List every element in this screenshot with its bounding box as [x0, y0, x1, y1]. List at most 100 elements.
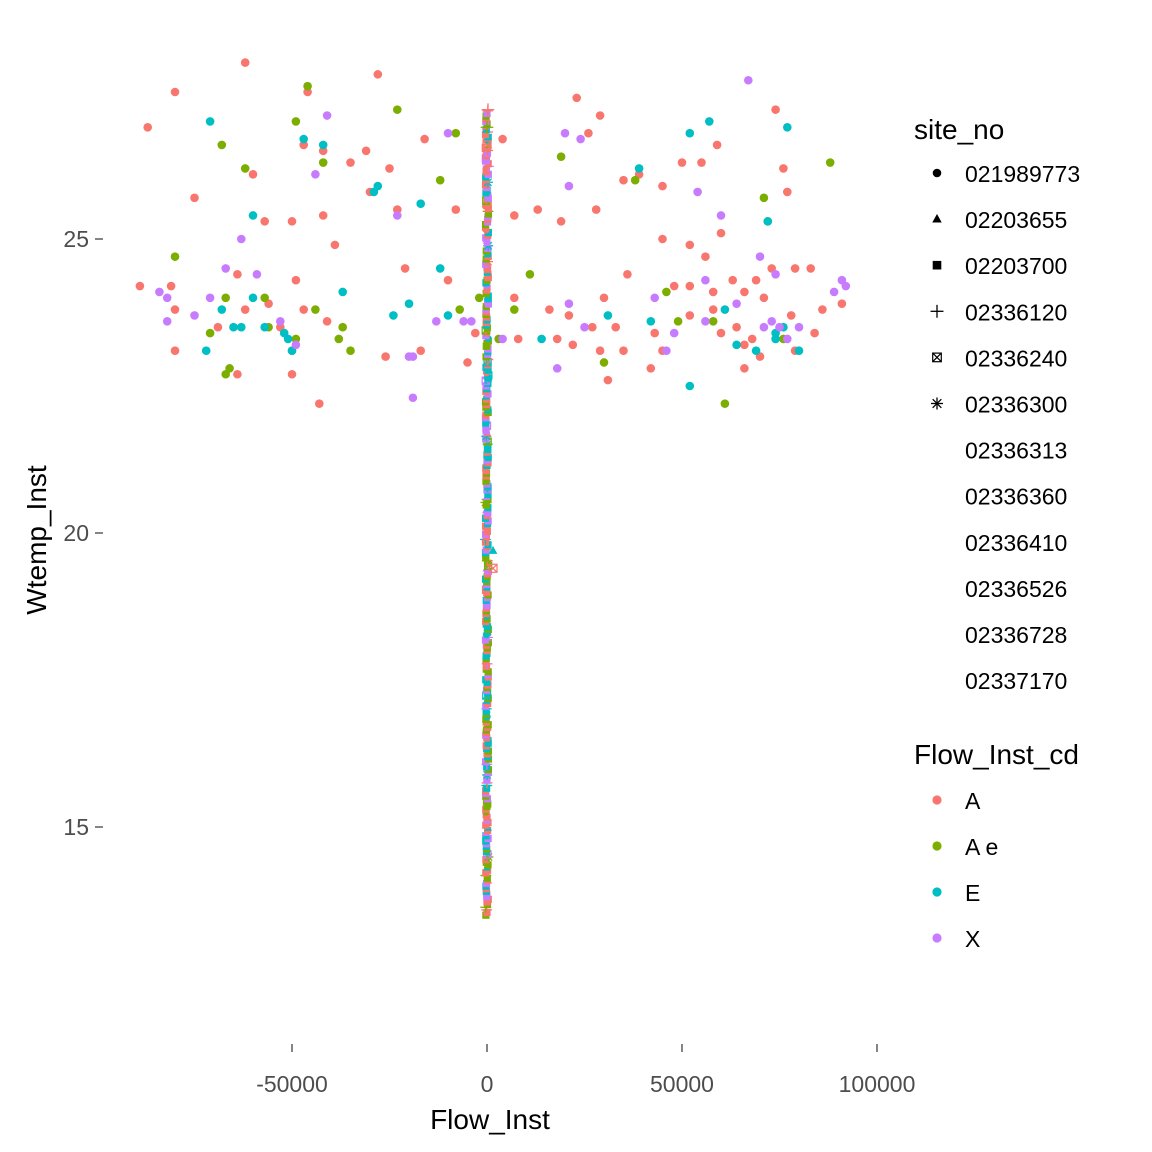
cluster-point [488, 563, 498, 573]
data-point [759, 322, 769, 332]
data-point [459, 317, 468, 326]
data-point [783, 122, 792, 132]
data-point [794, 346, 804, 356]
data-point [794, 322, 804, 332]
data-point [603, 311, 613, 320]
x-tick-label: 0 [481, 1071, 494, 1097]
data-point [790, 264, 800, 273]
data-point [287, 217, 297, 226]
data-point [205, 117, 215, 126]
data-point [451, 205, 461, 214]
legend-entry: E [932, 880, 980, 906]
data-point [217, 305, 227, 314]
data-point [135, 281, 145, 291]
legend-entry: A [932, 788, 981, 814]
data-point [650, 293, 659, 303]
data-point [708, 287, 718, 297]
data-point [677, 158, 687, 167]
legend-entry: 02203655 [932, 207, 1067, 233]
cluster-point [482, 165, 490, 173]
data-point [463, 358, 472, 367]
data-point [759, 193, 769, 203]
data-point [393, 205, 402, 214]
data-point [420, 134, 429, 144]
legend-flow-inst-cd: Flow_Inst_cd A A e EX [914, 739, 1079, 952]
series-a [135, 58, 847, 408]
y-tick-label: 25 [63, 226, 89, 252]
legend-label: 02336240 [965, 345, 1067, 371]
data-point [233, 269, 242, 279]
data-point [771, 269, 780, 279]
data-point [658, 234, 667, 244]
data-point [240, 58, 250, 67]
data-point [510, 305, 519, 314]
data-point [322, 317, 332, 326]
y-axis-title: Wtemp_Inst [21, 465, 52, 615]
legend-key-icon [932, 887, 942, 897]
data-point [783, 334, 792, 344]
data-point [217, 140, 227, 150]
data-point [662, 346, 671, 356]
cluster-point [481, 103, 495, 116]
data-point [393, 211, 402, 220]
data-point [346, 346, 355, 356]
data-point [455, 305, 465, 314]
data-point [825, 158, 835, 167]
data-point [435, 175, 445, 185]
cluster-point [483, 109, 491, 118]
data-point [334, 334, 344, 344]
data-point [170, 87, 180, 97]
legend-key-icon [932, 352, 942, 363]
data-point [728, 275, 737, 285]
data-point [201, 346, 211, 356]
data-point [630, 175, 640, 185]
data-point [720, 305, 730, 314]
legend-label: 02336313 [965, 438, 1067, 464]
data-point [170, 305, 180, 314]
data-point [291, 275, 301, 285]
data-point [221, 264, 230, 273]
x-tick-label: 100000 [839, 1071, 916, 1097]
data-point [291, 340, 301, 350]
legend-key-icon [932, 260, 942, 270]
data-point [685, 311, 695, 320]
legend-key-icon [930, 397, 944, 410]
data-point [237, 322, 246, 332]
data-point [572, 93, 581, 103]
legend-entry: 02336240 [932, 345, 1067, 371]
data-point [619, 175, 628, 185]
data-point [330, 240, 340, 250]
data-point [416, 199, 426, 209]
legend-entry: 02336728 [965, 622, 1067, 648]
data-point [498, 134, 507, 144]
data-point [697, 158, 706, 167]
data-point [595, 111, 605, 120]
data-point [299, 140, 309, 150]
data-point [361, 146, 371, 156]
data-point [751, 275, 761, 285]
data-point [443, 311, 453, 320]
data-point [408, 352, 418, 361]
legend-entry: 02336120 [930, 299, 1067, 325]
data-point [467, 317, 476, 326]
cluster-point [484, 488, 492, 496]
legend-entry: 02336410 [965, 530, 1067, 556]
data-point [311, 170, 320, 179]
data-point [716, 328, 726, 338]
data-point [369, 187, 379, 197]
data-point [701, 252, 710, 261]
data-point [580, 322, 589, 332]
data-point [240, 305, 250, 314]
data-point [701, 317, 710, 326]
series-a-e [170, 81, 835, 408]
data-point [443, 275, 453, 285]
data-point [662, 287, 671, 297]
cluster-point [482, 140, 492, 150]
data-point [759, 293, 769, 303]
data-point [205, 328, 215, 338]
legend-entry: 02336313 [965, 438, 1067, 464]
data-point [564, 181, 574, 191]
data-point [693, 187, 702, 197]
legend-key-icon [932, 795, 942, 805]
